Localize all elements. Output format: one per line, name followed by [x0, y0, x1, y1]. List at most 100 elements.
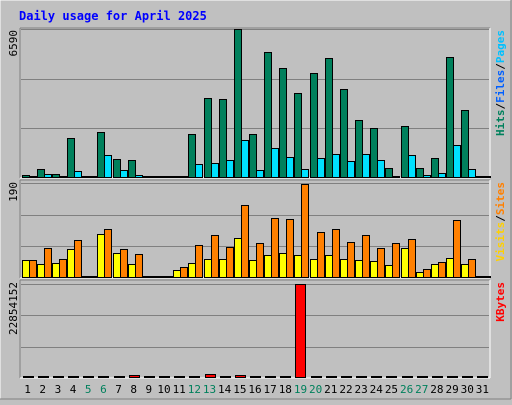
bar-kbytes-day-16 — [250, 376, 261, 378]
bar-hits-day-4 — [67, 138, 75, 178]
bar-files-day-31 — [483, 176, 491, 178]
bar-kbytes-day-14 — [220, 376, 231, 378]
bar-files-day-2 — [44, 174, 52, 178]
bar-kbytes-day-5 — [83, 376, 94, 378]
x-tick-label-day-23: 23 — [355, 383, 368, 396]
bar-sites-day-12 — [195, 245, 203, 278]
x-tick-label-day-8: 8 — [130, 383, 137, 396]
bar-hits-day-7 — [113, 159, 121, 178]
bar-files-day-8 — [135, 175, 143, 178]
x-tick-label-day-22: 22 — [339, 383, 352, 396]
bar-sites-day-14 — [226, 247, 234, 278]
bar-kbytes-day-29 — [447, 376, 458, 378]
x-tick-label-day-21: 21 — [324, 383, 337, 396]
bar-hits-day-12 — [188, 134, 196, 178]
bar-hits-day-28 — [431, 158, 439, 178]
bar-hits-day-5 — [82, 176, 90, 178]
bar-files-day-24 — [377, 160, 385, 178]
x-tick-label-day-1: 1 — [24, 383, 31, 396]
x-tick-label-day-3: 3 — [55, 383, 62, 396]
x-tick-label-day-31: 31 — [476, 383, 489, 396]
bar-kbytes-day-13 — [205, 374, 216, 378]
bar-hits-day-27 — [416, 168, 424, 178]
bar-kbytes-day-6 — [98, 376, 109, 378]
bar-files-day-29 — [453, 145, 461, 178]
x-tick-label-day-7: 7 — [115, 383, 122, 396]
bar-files-day-19 — [301, 169, 309, 178]
legend-label: Hits/Files/Pages — [494, 30, 507, 136]
bar-kbytes-day-30 — [462, 376, 473, 378]
legend-part: Files — [494, 70, 507, 103]
x-tick-label-day-2: 2 — [39, 383, 46, 396]
bar-kbytes-day-28 — [432, 376, 443, 378]
panel-kbytes: 22854152 KBytes — [7, 279, 507, 379]
bar-files-day-23 — [362, 154, 370, 178]
bar-sites-day-20 — [317, 232, 325, 278]
bar-hits-day-8 — [128, 160, 136, 178]
bar-kbytes-day-11 — [174, 376, 185, 378]
bar-visits-day-22 — [340, 259, 348, 278]
bar-visits-day-10 — [158, 276, 166, 278]
x-tick-label-day-10: 10 — [157, 383, 170, 396]
bar-visits-day-1 — [22, 260, 30, 278]
bar-kbytes-day-3 — [53, 376, 64, 378]
bar-sites-day-31 — [483, 276, 491, 278]
x-axis-labels: 1 2 3 4 5 6 7 8 9 10 11 12 13 14 15 16 17 18 19 20 21 22 23 24 2… — [24, 383, 489, 396]
bar-files-day-12 — [195, 164, 203, 178]
bar-visits-day-24 — [370, 261, 378, 278]
bar-hits-day-6 — [97, 132, 105, 178]
x-tick-label-day-25: 25 — [385, 383, 398, 396]
bar-hits-day-15 — [234, 29, 242, 178]
bar-files-day-1 — [29, 176, 37, 178]
bar-visits-day-29 — [446, 258, 454, 278]
bar-sites-day-24 — [377, 248, 385, 278]
bar-sites-day-26 — [408, 239, 416, 278]
x-tick-label-day-16: 16 — [248, 383, 261, 396]
bar-kbytes-day-24 — [371, 376, 382, 378]
bar-files-day-3 — [59, 176, 67, 178]
bar-files-day-26 — [408, 155, 416, 178]
bar-hits-day-22 — [340, 89, 348, 178]
legend-part: / — [494, 103, 507, 110]
bar-sites-day-11 — [180, 267, 188, 278]
bar-visits-day-13 — [204, 259, 212, 278]
bar-sites-day-22 — [347, 242, 355, 278]
x-tick-label-day-17: 17 — [264, 383, 277, 396]
bar-sites-day-5 — [89, 276, 97, 278]
y-max-label: 22854152 — [7, 282, 20, 335]
bar-kbytes-day-1 — [23, 376, 34, 378]
bar-sites-day-19 — [301, 184, 309, 278]
bar-hits-day-25 — [385, 168, 393, 178]
bar-kbytes-day-8 — [129, 375, 140, 378]
x-tick-label-day-4: 4 — [70, 383, 77, 396]
legend-part: Pages — [494, 30, 507, 63]
bar-visits-day-17 — [264, 255, 272, 278]
bar-hits-day-17 — [264, 52, 272, 178]
bar-files-day-28 — [438, 173, 446, 178]
bar-hits-day-31 — [476, 176, 484, 178]
x-tick-label-day-20: 20 — [309, 383, 322, 396]
bar-hits-day-11 — [173, 176, 181, 178]
bar-visits-day-15 — [234, 238, 242, 278]
bar-sites-day-6 — [104, 229, 112, 278]
bar-files-day-25 — [392, 176, 400, 178]
bar-files-day-20 — [317, 158, 325, 178]
bar-hits-day-30 — [461, 110, 469, 178]
legend-label: Visits/Sites — [494, 182, 507, 262]
bar-visits-day-7 — [113, 253, 121, 278]
bar-files-day-16 — [256, 170, 264, 178]
bar-sites-day-27 — [423, 269, 431, 278]
bar-kbytes-day-25 — [386, 376, 397, 378]
bar-visits-day-16 — [249, 260, 257, 278]
bar-files-day-30 — [468, 169, 476, 178]
bar-files-day-7 — [120, 170, 128, 178]
bar-hits-day-14 — [219, 99, 227, 178]
bar-sites-day-10 — [165, 276, 173, 278]
bar-sites-day-3 — [59, 259, 67, 278]
legend-part: Sites — [494, 182, 507, 215]
bar-visits-day-23 — [355, 260, 363, 278]
bar-kbytes-day-22 — [341, 376, 352, 378]
legend-label: KBytes — [494, 282, 507, 322]
bar-sites-day-9 — [150, 276, 158, 278]
